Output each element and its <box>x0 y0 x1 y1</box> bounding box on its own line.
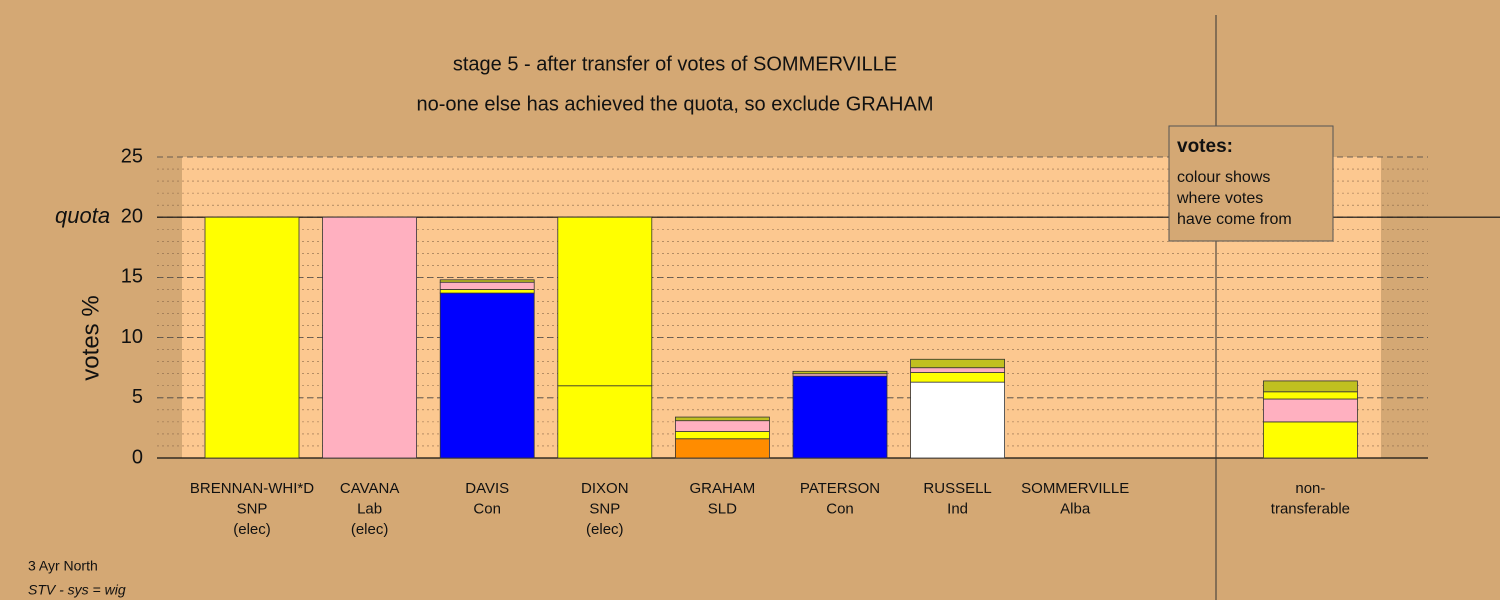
x-tick-label: Con <box>473 500 501 517</box>
x-tick-label: GRAHAM <box>689 480 755 497</box>
bar-segment <box>910 358 1005 369</box>
bar-segment <box>322 216 418 459</box>
bar-segment <box>557 385 653 459</box>
bar-segment <box>675 438 770 459</box>
x-tick-label: (elec) <box>586 521 624 538</box>
x-tick-label: SNP <box>589 500 620 517</box>
bar-segment <box>675 431 770 440</box>
x-tick-label: (elec) <box>233 521 271 538</box>
legend-line: have come from <box>1177 211 1292 228</box>
x-tick-label: CAVANA <box>340 480 399 497</box>
footer-system: STV - sys = wig <box>28 582 126 598</box>
y-tick-label: 10 <box>121 326 143 348</box>
chart-subtitle: no-one else has achieved the quota, so e… <box>417 93 934 115</box>
bar-segment <box>439 289 535 294</box>
x-tick-label: non- <box>1295 480 1325 497</box>
x-tick-label: Con <box>826 500 854 517</box>
bar-segment <box>910 367 1005 373</box>
x-tick-label: Ind <box>947 500 968 517</box>
x-tick-label: BRENNAN-WHI*D <box>190 480 314 497</box>
legend-line: where votes <box>1176 190 1263 207</box>
x-tick-label: SNP <box>237 500 268 517</box>
bar-segment <box>439 281 535 290</box>
x-tick-label: (elec) <box>351 521 389 538</box>
x-tick-label: SOMMERVILLE <box>1021 480 1129 497</box>
x-tick-label: Alba <box>1060 500 1091 517</box>
bar-segment <box>439 279 535 283</box>
x-tick-label: DIXON <box>581 480 629 497</box>
y-tick-label: 5 <box>132 386 143 408</box>
legend: votes: colour shows where votes have com… <box>1168 125 1334 242</box>
bar-segment <box>1263 391 1358 400</box>
bar-segment <box>792 375 888 459</box>
x-tick-label: DAVIS <box>465 480 509 497</box>
bar-segment <box>1263 380 1358 393</box>
x-tick-label: SLD <box>708 500 737 517</box>
y-tick-label: 15 <box>121 266 143 288</box>
bar-segment <box>1263 398 1358 423</box>
y-tick-label: 0 <box>132 446 143 468</box>
x-tick-label: Lab <box>357 500 382 517</box>
bar-segment <box>910 372 1005 383</box>
x-tick-label: PATERSON <box>800 480 880 497</box>
chart-title: stage 5 - after transfer of votes of SOM… <box>453 53 897 75</box>
bar-segment <box>675 420 770 432</box>
y-tick-label: 25 <box>121 145 143 167</box>
quota-label: quota <box>55 203 110 228</box>
bar-segment <box>439 292 535 459</box>
bar-segment <box>792 370 888 375</box>
bar-segment <box>557 216 653 387</box>
x-tick-label: RUSSELL <box>923 480 991 497</box>
bar-segment <box>675 416 770 422</box>
bar-segment <box>910 381 1005 459</box>
y-tick-label: 20 <box>121 205 143 227</box>
bar-segment <box>204 216 300 459</box>
legend-heading: votes: <box>1177 136 1233 157</box>
legend-box <box>1168 125 1334 242</box>
footer-area: 3 Ayr North <box>28 558 98 574</box>
x-tick-label: transferable <box>1271 500 1350 517</box>
bar-segment <box>1263 421 1358 459</box>
y-axis-label: votes % <box>77 295 104 380</box>
legend-line: colour shows <box>1177 169 1270 186</box>
